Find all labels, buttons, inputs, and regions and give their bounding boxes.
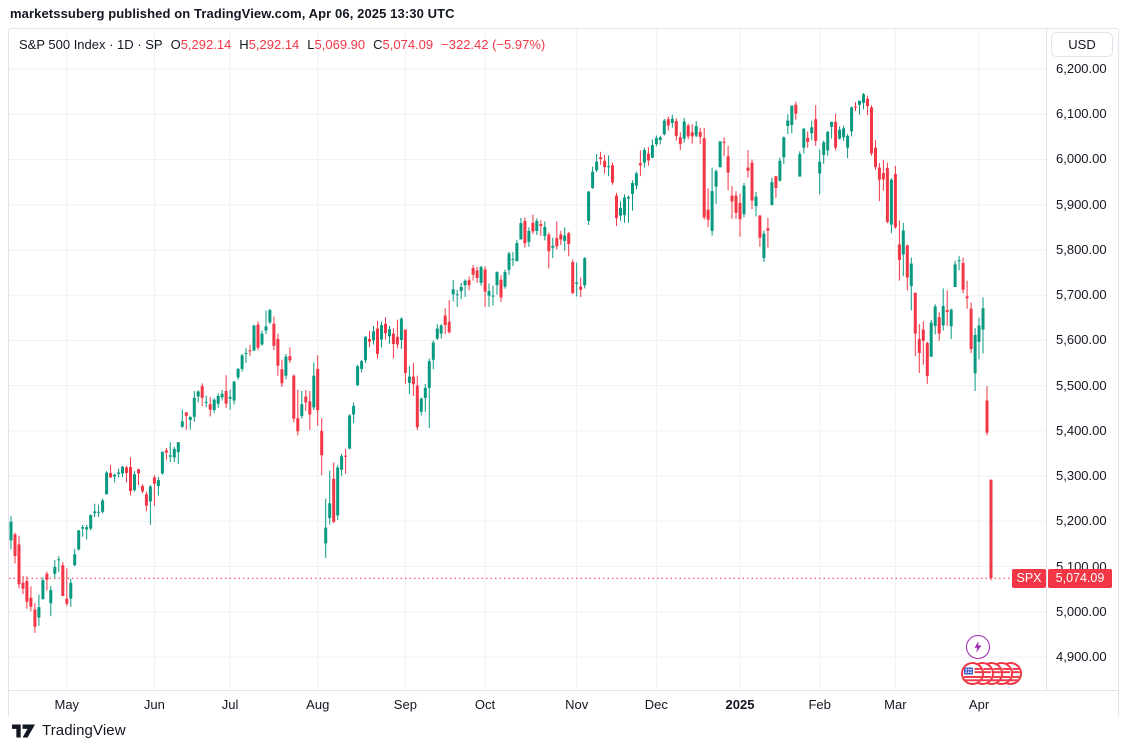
time-axis-label: Feb <box>808 697 831 712</box>
legend-change-value: −322.42 (−5.97%) <box>441 37 546 52</box>
candles-series <box>9 93 993 633</box>
price-axis-label: 5,000.00 <box>1056 603 1107 619</box>
time-axis-label: Oct <box>474 697 496 712</box>
grid-lines <box>9 29 1046 690</box>
time-axis-label: May <box>54 697 80 712</box>
time-axis-label: Apr <box>968 697 990 712</box>
event-bolt-icon[interactable] <box>966 635 990 659</box>
price-axis-label: 5,900.00 <box>1056 196 1107 212</box>
attribution-text: marketssuberg published on TradingView.c… <box>10 6 455 21</box>
us-flag-icon[interactable] <box>961 662 984 685</box>
time-axis-label: Nov <box>565 697 589 712</box>
candlestick-chart-pane[interactable]: S&P 500 Index · 1D · SP O5,292.14 H5,292.1… <box>9 29 1046 690</box>
economic-event-flags[interactable] <box>961 662 1033 686</box>
price-axis-label: 5,600.00 <box>1056 332 1107 348</box>
time-axis-label: Mar <box>884 697 907 712</box>
price-axis-label: 5,800.00 <box>1056 241 1107 257</box>
legend-h-value: H5,292.14 <box>239 37 300 52</box>
price-axis-label: 6,100.00 <box>1056 106 1107 122</box>
series-ticker-label: SPX <box>1016 570 1042 585</box>
time-axis-label: Jul <box>221 697 239 712</box>
price-axis-label: 5,400.00 <box>1056 422 1107 438</box>
time-axis-label: Dec <box>644 697 668 712</box>
chart-legend: S&P 500 Index · 1D · SP O5,292.14 H5,292.1… <box>19 37 545 52</box>
candles-svg <box>9 29 1046 690</box>
price-axis-label: 6,000.00 <box>1056 151 1107 167</box>
price-axis[interactable]: USD 6,200.00 6,100.00 6,000.00 5,900.00 5,80… <box>1046 29 1118 690</box>
time-axis-label: Jun <box>143 697 165 712</box>
price-axis-label: 5,200.00 <box>1056 513 1107 529</box>
time-axis-label: Sep <box>393 697 417 712</box>
lightning-glyph <box>974 641 982 653</box>
chart-widget: S&P 500 Index · 1D · SP O5,292.14 H5,292.1… <box>8 28 1119 718</box>
price-axis-label: 5,300.00 <box>1056 468 1107 484</box>
price-axis-label: 4,900.00 <box>1056 649 1107 664</box>
time-axis-label: 2025 <box>725 697 755 712</box>
series-price-tag: SPX <box>1012 568 1046 588</box>
last-price-axis-label: 5,074.09 <box>1048 568 1112 588</box>
legend-l-value: L5,069.90 <box>307 37 366 52</box>
time-axis-label: Aug <box>306 697 330 712</box>
symbol-title: S&P 500 Index · 1D · SP <box>19 37 163 52</box>
tradingview-brand-text: TradingView <box>42 722 126 739</box>
price-axis-label: 5,500.00 <box>1056 377 1107 393</box>
currency-usd-button[interactable]: USD <box>1051 32 1113 57</box>
price-axis-label: 6,200.00 <box>1056 61 1107 76</box>
price-axis-label: 5,700.00 <box>1056 287 1107 303</box>
legend-c-value: C5,074.09 <box>373 37 434 52</box>
tradingview-logo-icon <box>12 723 35 738</box>
legend-o-value: O5,292.14 <box>170 37 232 52</box>
time-axis[interactable]: May Jun Jul Aug Sep Oct Nov Dec 2025 Feb Mar Apr <box>9 690 1118 718</box>
tradingview-footer-link[interactable]: TradingView <box>12 722 126 739</box>
